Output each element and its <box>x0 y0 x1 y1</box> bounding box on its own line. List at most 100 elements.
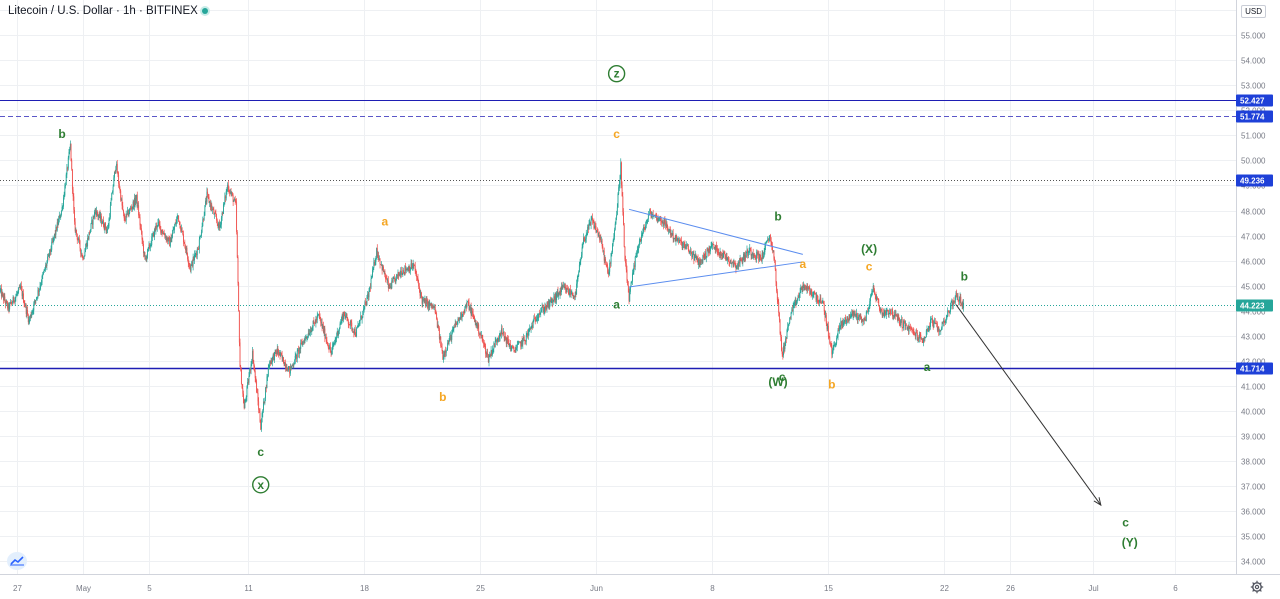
candle-body <box>705 256 707 259</box>
candle-body <box>952 301 953 307</box>
wave-label: a <box>382 215 389 229</box>
candle-body <box>64 186 66 196</box>
candle-body <box>596 230 598 233</box>
candle-body <box>898 317 900 325</box>
candle-body <box>693 254 695 261</box>
candle-body <box>531 325 533 327</box>
candle-body <box>814 291 816 294</box>
candle-body <box>916 332 918 334</box>
candle-body <box>876 297 878 299</box>
candle-body <box>226 189 228 192</box>
candle-body <box>566 288 568 293</box>
candle-body <box>39 286 41 289</box>
candle-body <box>235 201 237 203</box>
candle-body <box>221 212 223 218</box>
symbol-title[interactable]: Litecoin / U.S. Dollar · 1h · BITFINEX <box>8 5 198 17</box>
candle-body <box>244 401 246 409</box>
candle-body <box>271 360 273 363</box>
candle-body <box>666 223 668 229</box>
candle-body <box>287 370 289 372</box>
candle-body <box>597 230 599 236</box>
candle-body <box>749 247 751 252</box>
candle-body <box>729 260 731 263</box>
candle-body <box>412 267 413 269</box>
candle-body <box>918 334 920 339</box>
currency-label[interactable]: USD <box>1241 5 1266 18</box>
candle-body <box>420 292 422 296</box>
candle-body <box>83 257 84 259</box>
candle-body <box>40 284 42 287</box>
candle-body <box>436 319 438 328</box>
candle-body <box>255 377 257 382</box>
candle-body <box>394 279 396 283</box>
candle-body <box>472 313 474 317</box>
candle-body <box>780 333 782 338</box>
candle-body <box>480 334 482 336</box>
candle-body <box>400 271 402 275</box>
candle-body <box>786 330 788 339</box>
candle-body <box>882 312 884 316</box>
candle-body <box>172 230 174 234</box>
candle-body <box>430 303 432 306</box>
candle-body <box>677 238 679 240</box>
price-axis[interactable]: 34.000 35.000 36.000 37.000 38.000 39.000 40.0… <box>1236 0 1280 599</box>
time-axis[interactable]: 27 May 5 11 18 25 Jun 8 15 22 26 Jul 6 <box>0 574 1280 594</box>
price-tag-label: 49.236 <box>1240 177 1265 186</box>
candle-body <box>503 331 505 338</box>
candle-body <box>136 194 138 207</box>
candle-body <box>214 213 215 215</box>
candle-body <box>675 235 677 242</box>
candle-body <box>400 271 402 275</box>
candle-body <box>712 243 713 246</box>
wave-label: a <box>800 257 807 271</box>
candle-body <box>120 190 122 201</box>
candle-body <box>237 257 239 283</box>
candle-body <box>108 218 110 227</box>
candle-body <box>778 312 780 320</box>
candle-body <box>133 201 135 207</box>
candle-body <box>953 301 955 303</box>
candle-body <box>709 247 711 252</box>
candle-body <box>759 254 761 258</box>
candle-body <box>21 288 23 297</box>
candle-body <box>352 328 353 330</box>
candle-body <box>229 191 231 193</box>
candle-body <box>833 345 835 348</box>
candle-body <box>578 272 580 277</box>
candle-body <box>459 317 461 320</box>
candle-body <box>156 225 158 228</box>
candle-body <box>778 302 780 313</box>
candle-body <box>683 243 684 245</box>
candle-body <box>323 325 324 333</box>
candle-body <box>223 202 225 205</box>
candle-body <box>672 232 674 239</box>
candle-body <box>323 328 325 333</box>
candle-body <box>314 322 315 324</box>
tradingview-logo-icon[interactable] <box>7 552 27 570</box>
candle-body <box>294 363 295 365</box>
candle-body <box>87 238 89 240</box>
candle-body <box>298 347 300 354</box>
candle-body <box>347 320 349 325</box>
candle-body <box>479 334 481 336</box>
candle-body <box>349 324 351 326</box>
candle-body <box>76 234 78 240</box>
price-tag <box>1236 94 1273 107</box>
candle-body <box>207 194 209 197</box>
candle-body <box>913 331 915 335</box>
gear-icon[interactable] <box>1250 580 1264 594</box>
candle-body <box>745 254 747 258</box>
candle-body <box>963 302 965 309</box>
candle-body <box>405 266 407 271</box>
candle-body <box>267 375 269 377</box>
candle-body <box>28 319 30 323</box>
candle-body <box>868 308 870 309</box>
candle-body <box>360 315 362 321</box>
candle-body <box>67 157 69 169</box>
candle-body <box>65 174 67 185</box>
candle-body <box>641 235 642 242</box>
candle-body <box>483 342 484 344</box>
candle-body <box>180 228 182 231</box>
candle-body <box>797 296 799 299</box>
